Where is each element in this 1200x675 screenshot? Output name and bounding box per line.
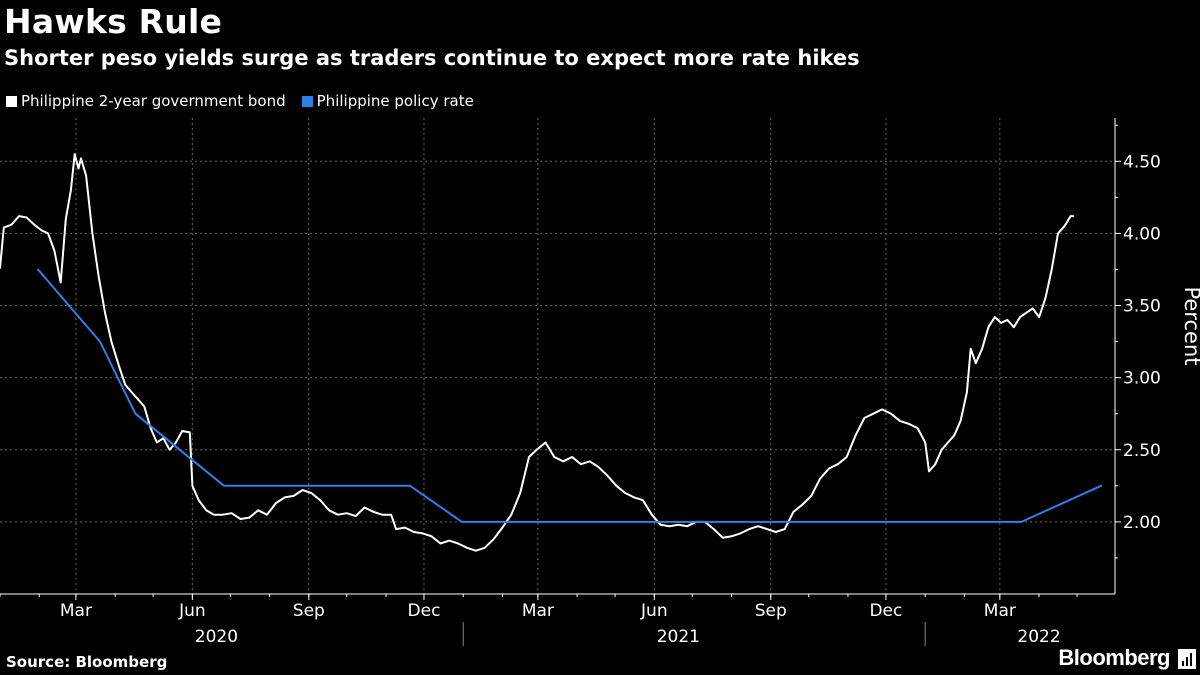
chart-title: Hawks Rule	[4, 2, 223, 41]
series-line-bond-yield	[0, 153, 1075, 552]
series-line-policy-rate	[37, 268, 1103, 523]
x-tick-label: Jun	[178, 601, 206, 621]
y-tick-label: 4.50	[1123, 152, 1161, 172]
source-note: Source: Bloomberg	[6, 653, 168, 671]
y-axis-title: Percent	[1180, 286, 1200, 365]
tick-labels: 2.00 2.50 3.00 3.50 4.00 4.50 Mar Jun Sep Dec Mar J…	[60, 152, 1200, 647]
legend-item-bond: Philippine 2-year government bond	[6, 92, 286, 110]
legend-swatch-bond	[6, 95, 17, 107]
x-tick-label: Dec	[869, 601, 902, 621]
axes	[0, 118, 1121, 646]
legend-swatch-policy-rate	[301, 95, 313, 107]
gridlines	[0, 118, 1115, 594]
x-tick-label: Mar	[984, 601, 1016, 621]
y-tick-label: 2.50	[1123, 441, 1161, 461]
legend-item-policy-rate: Philippine policy rate	[301, 92, 474, 110]
x-tick-label: Sep	[293, 601, 325, 621]
x-tick-label: Mar	[60, 601, 92, 621]
x-year-label: 2021	[657, 627, 700, 647]
x-tick-label: Jun	[640, 601, 668, 621]
legend-label-policy-rate: Philippine policy rate	[316, 92, 474, 110]
series-lines	[0, 153, 1103, 552]
legend: Philippine 2-year government bond Philip…	[6, 92, 474, 110]
x-tick-label: Sep	[755, 601, 787, 621]
y-tick-label: 2.00	[1123, 513, 1161, 533]
legend-label-bond: Philippine 2-year government bond	[21, 92, 286, 110]
x-tick-label: Mar	[522, 601, 554, 621]
bloomberg-logo: Bloomberg	[1058, 645, 1170, 670]
y-tick-label: 4.00	[1123, 224, 1161, 244]
y-tick-label: 3.50	[1123, 297, 1161, 317]
y-tick-label: 3.00	[1123, 369, 1161, 389]
bloomberg-terminal-icon	[1178, 649, 1196, 669]
x-year-label: 2020	[195, 627, 238, 647]
x-year-label: 2022	[1017, 627, 1060, 647]
chart-subtitle: Shorter peso yields surge as traders con…	[4, 46, 860, 70]
x-tick-label: Dec	[408, 601, 441, 621]
